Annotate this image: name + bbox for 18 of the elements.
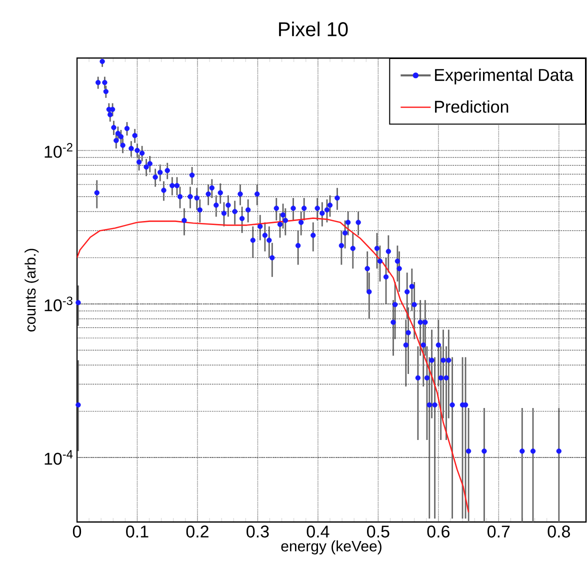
x-tick-label: 0.6 [427, 526, 450, 538]
x-tick-label: 0.3 [246, 526, 269, 538]
x-tick-label: 0.1 [126, 526, 148, 538]
x-tick-label: 0.4 [306, 526, 330, 538]
line-series [77, 218, 470, 513]
x-tick-label: 0.5 [367, 526, 390, 538]
legend-label: Experimental Data [435, 68, 574, 84]
x-tick-label: 0 [72, 526, 82, 538]
x-tick-label: 0.8 [548, 526, 570, 538]
y-tick-label: 10$^{-2}$ [44, 143, 72, 158]
y-tick-label: 10$^{-4}$ [44, 450, 73, 465]
chart-title: Pixel 10 [279, 22, 348, 36]
x-tick-label: 0.7 [488, 526, 510, 538]
y-axis-title: counts (arb.) [24, 248, 39, 332]
x-tick-label: 0.2 [186, 526, 208, 538]
y-tick-label: 10$^{-3}$ [44, 296, 72, 312]
legend-label: Prediction [435, 100, 508, 113]
x-axis-title: energy (keVee) [281, 540, 382, 554]
